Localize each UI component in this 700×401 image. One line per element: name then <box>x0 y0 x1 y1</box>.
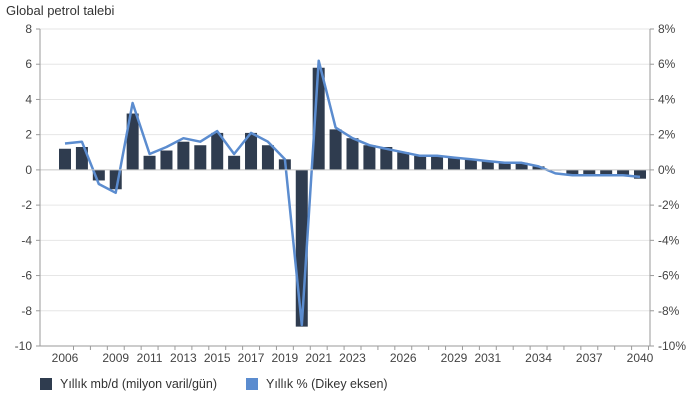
right-tick-label: 0% <box>658 163 676 177</box>
right-tick-label: -8% <box>658 304 680 318</box>
line-path <box>64 59 641 327</box>
left-tick-label: -4 <box>21 233 32 247</box>
bar <box>617 169 630 176</box>
left-tick-label: 6 <box>25 57 32 71</box>
left-tick-label: 0 <box>25 163 32 177</box>
bar <box>329 129 342 170</box>
bar <box>481 161 494 170</box>
line-series <box>64 59 641 327</box>
left-tick-label: 2 <box>25 128 32 142</box>
bar <box>211 132 224 170</box>
left-axis-ticks: 8 6 4 2 0 -2 -4 -6 -8 -10 <box>15 22 40 353</box>
right-tick-label: -2% <box>658 198 680 212</box>
bar <box>566 169 579 176</box>
bar <box>177 141 190 170</box>
bar <box>498 162 511 170</box>
right-axis-ticks: 8% 6% 4% 2% 0% -2% -4% -6% -8% -10% <box>650 22 686 353</box>
right-tick-label: 8% <box>658 22 676 36</box>
bar <box>464 159 477 170</box>
x-tick-label: 2019 <box>272 351 299 365</box>
left-tick-label: -10 <box>15 339 33 353</box>
x-tick-label: 2006 <box>52 351 79 365</box>
bar <box>261 145 274 170</box>
bar <box>515 162 528 170</box>
legend-item-bars: Yıllık mb/d (milyon varil/gün) <box>40 377 217 391</box>
chart-title: Global petrol talebi <box>6 3 115 18</box>
bar <box>160 150 173 170</box>
bar-series <box>59 67 646 327</box>
left-tick-label: -8 <box>21 304 32 318</box>
bar <box>634 169 646 179</box>
x-tick-label: 2031 <box>474 351 501 365</box>
right-tick-label: 4% <box>658 92 676 106</box>
bar <box>245 132 258 170</box>
legend: Yıllık mb/d (milyon varil/gün) Yıllık % … <box>0 377 700 397</box>
x-axis-ticks: 2006 2009 2011 2013 2015 2017 2019 2021 2023 2026… <box>52 346 654 365</box>
left-tick-label: 8 <box>25 22 32 36</box>
x-tick-label: 2037 <box>576 351 603 365</box>
bar <box>600 169 613 176</box>
x-tick-label: 2009 <box>102 351 129 365</box>
legend-swatch-bars <box>40 378 52 390</box>
bar <box>414 155 427 170</box>
x-tick-label: 2023 <box>339 351 366 365</box>
bar <box>397 152 410 170</box>
right-tick-label: 2% <box>658 128 676 142</box>
legend-label-line: Yıllık % (Dikey eksen) <box>266 377 388 391</box>
bar <box>447 157 460 170</box>
left-tick-label: -2 <box>21 198 32 212</box>
legend-swatch-line <box>246 378 258 390</box>
bar <box>380 146 393 170</box>
legend-item-line: Yıllık % (Dikey eksen) <box>246 377 388 391</box>
right-tick-label: 6% <box>658 57 676 71</box>
bar <box>59 148 71 170</box>
x-tick-label: 2034 <box>525 351 552 365</box>
bar <box>194 145 207 170</box>
bar <box>346 138 359 170</box>
bar <box>143 155 156 170</box>
bar <box>583 169 596 176</box>
left-tick-label: -6 <box>21 269 32 283</box>
right-tick-label: -4% <box>658 233 680 247</box>
axes <box>39 29 651 347</box>
x-tick-label: 2011 <box>137 351 163 365</box>
right-tick-label: -6% <box>658 269 680 283</box>
x-tick-label: 2029 <box>441 351 468 365</box>
bar <box>75 146 88 170</box>
bar <box>126 113 139 170</box>
bar <box>92 169 105 181</box>
x-tick-label: 2040 <box>627 351 654 365</box>
bar <box>431 155 444 170</box>
x-tick-label: 2015 <box>204 351 231 365</box>
legend-label-bars: Yıllık mb/d (milyon varil/gün) <box>60 377 217 391</box>
x-tick-label: 2017 <box>238 351 265 365</box>
bar <box>532 166 545 170</box>
x-tick-label: 2013 <box>170 351 197 365</box>
right-tick-label: -10% <box>658 339 686 353</box>
x-tick-label: 2026 <box>390 351 417 365</box>
x-tick-label: 2021 <box>305 351 332 365</box>
bar <box>363 145 376 170</box>
bar <box>228 155 241 170</box>
left-tick-label: 4 <box>25 92 32 106</box>
